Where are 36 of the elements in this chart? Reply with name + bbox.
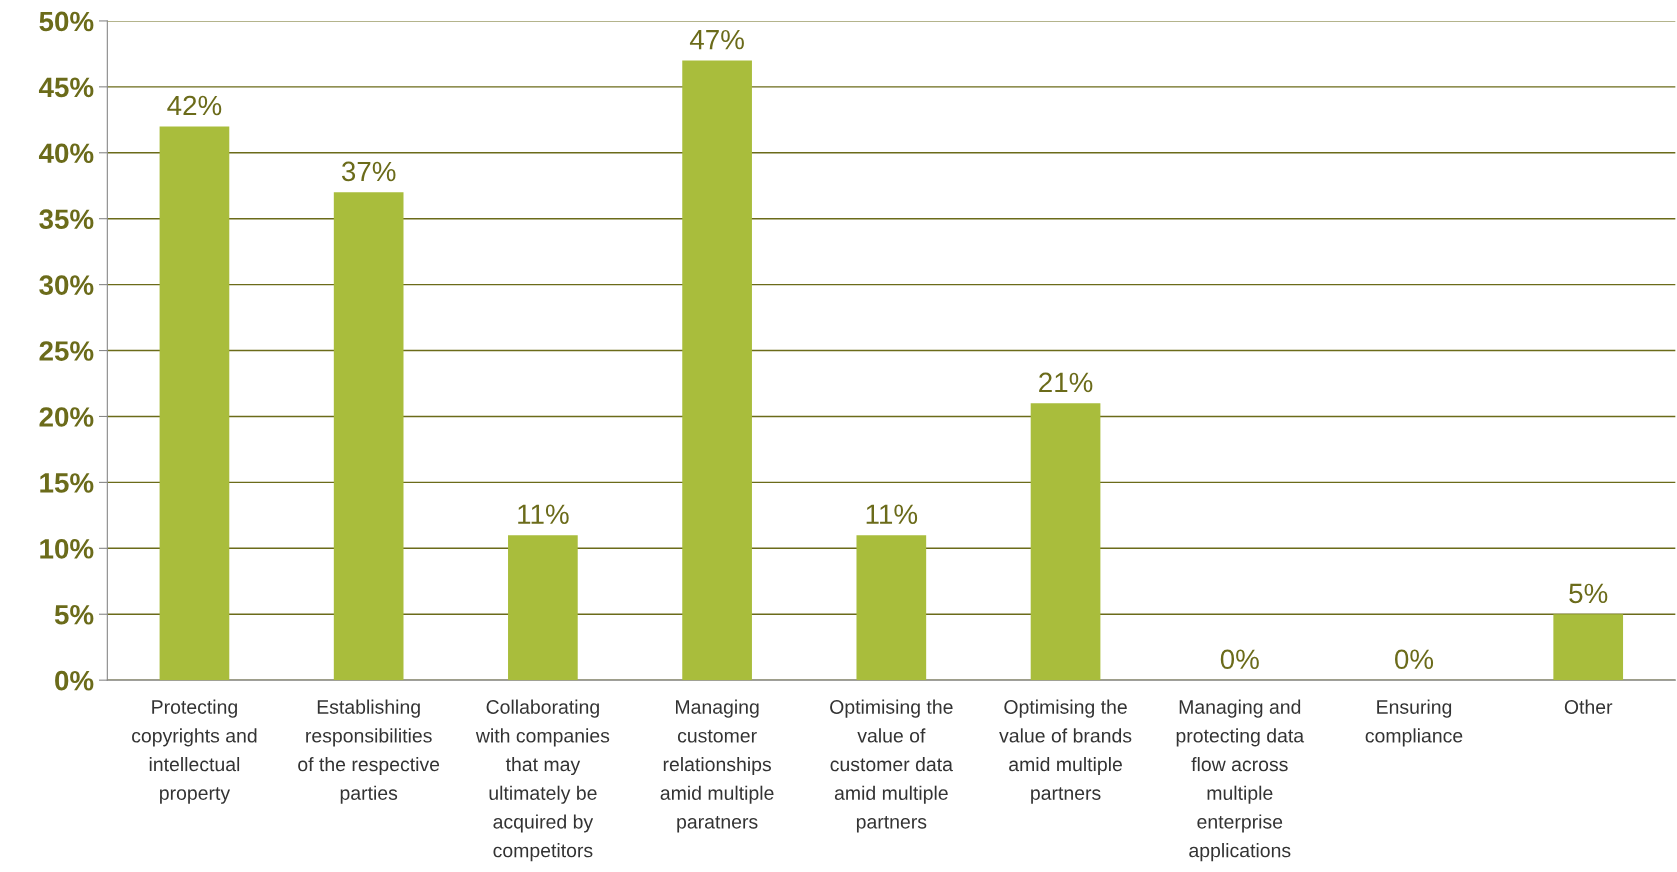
- x-tick-label: Collaborating with companies that may ultimately be acquired by competitors: [475, 699, 610, 862]
- data-label: 37%: [341, 161, 396, 182]
- y-tick-label: 20%: [39, 407, 94, 427]
- data-label: 11%: [518, 504, 569, 524]
- bar: [333, 192, 404, 681]
- x-tick-label: Managing customer relationships amid multiple paratners: [660, 699, 774, 833]
- data-label: 42%: [167, 95, 222, 116]
- bar: [856, 535, 927, 681]
- bar: [508, 535, 578, 681]
- x-tick-label: Managing and protecting data flow across multiple enterprise applications: [1176, 699, 1305, 862]
- y-tick-label: 5%: [54, 604, 94, 625]
- bar: [682, 60, 752, 681]
- y-tick-label: 30%: [39, 275, 94, 295]
- y-tick-label: 45%: [38, 77, 94, 98]
- y-tick-label: 0%: [55, 670, 94, 691]
- x-tick-label: Protecting copyrights and intellectual property: [132, 699, 257, 804]
- x-tick-label: Optimising the value of customer data amid multiple partners: [830, 699, 953, 833]
- bar: [1030, 403, 1101, 681]
- data-label: 47%: [689, 29, 744, 50]
- bar: [159, 126, 230, 681]
- x-tick-label: Establishing responsibilities of the respective parties: [298, 699, 440, 804]
- y-tick-label: 40%: [38, 143, 94, 164]
- y-tick-label: 15%: [40, 473, 94, 493]
- y-tick-label: 10%: [40, 538, 94, 559]
- y-tick-label: 50%: [39, 11, 94, 32]
- data-label: 0%: [1220, 649, 1259, 670]
- data-label: 11%: [866, 504, 918, 524]
- x-tick-label: Ensuring compliance: [1365, 699, 1463, 747]
- bar: [1553, 614, 1624, 681]
- x-tick-label: Optimising the value of brands amid multiple partners: [999, 699, 1132, 804]
- data-label: 5%: [1569, 583, 1608, 604]
- data-label: 0%: [1395, 649, 1434, 670]
- data-label: 21%: [1039, 372, 1093, 393]
- y-tick-label: 25%: [39, 341, 94, 361]
- y-tick-label: 35%: [39, 209, 94, 230]
- x-tick-label: Other: [1564, 699, 1613, 714]
